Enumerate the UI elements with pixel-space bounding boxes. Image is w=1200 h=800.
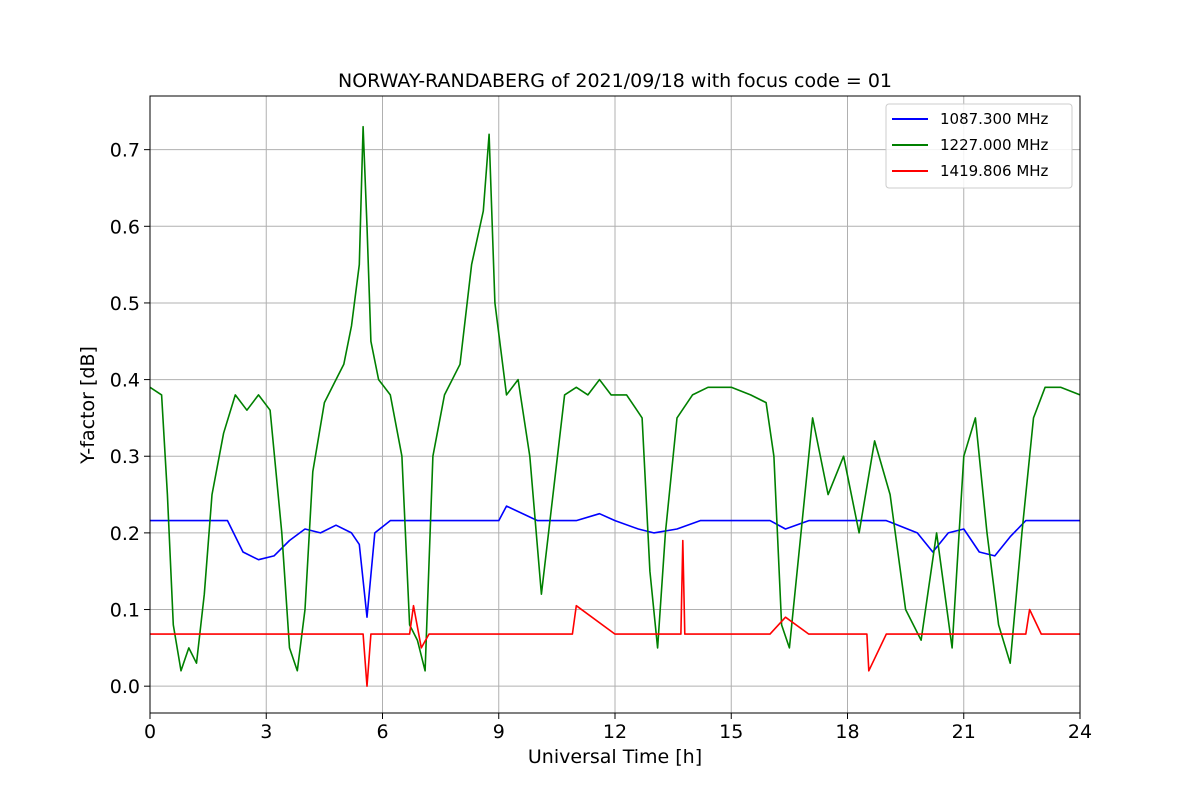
x-tick-label: 21 bbox=[952, 721, 976, 743]
series-layer bbox=[150, 125, 1080, 688]
chart-title: NORWAY-RANDABERG of 2021/09/18 with focu… bbox=[338, 70, 892, 92]
x-axis: 0 3 6 9 12 15 18 21 24 bbox=[144, 713, 1092, 743]
legend-label: 1087.300 MHz bbox=[940, 110, 1049, 128]
legend: 1087.300 MHz 1227.000 MHz 1419.806 MHz bbox=[885, 103, 1073, 189]
y-tick-label: 0.0 bbox=[110, 676, 140, 698]
y-tick-label: 0.3 bbox=[110, 446, 140, 468]
series-line-2 bbox=[150, 125, 1080, 672]
y-axis-label: Y-factor [dB] bbox=[77, 346, 99, 465]
x-axis-label: Universal Time [h] bbox=[528, 746, 702, 768]
series-line-1 bbox=[150, 505, 1080, 619]
y-tick-label: 0.6 bbox=[110, 216, 140, 238]
y-tick-label: 0.5 bbox=[110, 293, 140, 315]
legend-label: 1419.806 MHz bbox=[940, 162, 1049, 180]
y-tick-label: 0.4 bbox=[110, 370, 140, 392]
x-tick-label: 18 bbox=[835, 721, 859, 743]
x-tick-label: 24 bbox=[1068, 721, 1092, 743]
y-axis: 0.0 0.1 0.2 0.3 0.4 0.5 0.6 0.7 bbox=[110, 140, 150, 698]
y-tick-label: 0.7 bbox=[110, 140, 140, 162]
y-tick-label: 0.1 bbox=[110, 600, 140, 622]
x-tick-label: 0 bbox=[144, 721, 156, 743]
y-tick-label: 0.2 bbox=[110, 523, 140, 545]
x-tick-label: 12 bbox=[603, 721, 627, 743]
plot-area bbox=[150, 125, 1080, 688]
x-tick-label: 15 bbox=[719, 721, 743, 743]
series-line-3 bbox=[150, 539, 1080, 688]
legend-box bbox=[885, 103, 1073, 189]
legend-label: 1227.000 MHz bbox=[940, 136, 1049, 154]
x-tick-label: 3 bbox=[260, 721, 272, 743]
x-tick-label: 6 bbox=[376, 721, 388, 743]
x-tick-label: 9 bbox=[493, 721, 505, 743]
